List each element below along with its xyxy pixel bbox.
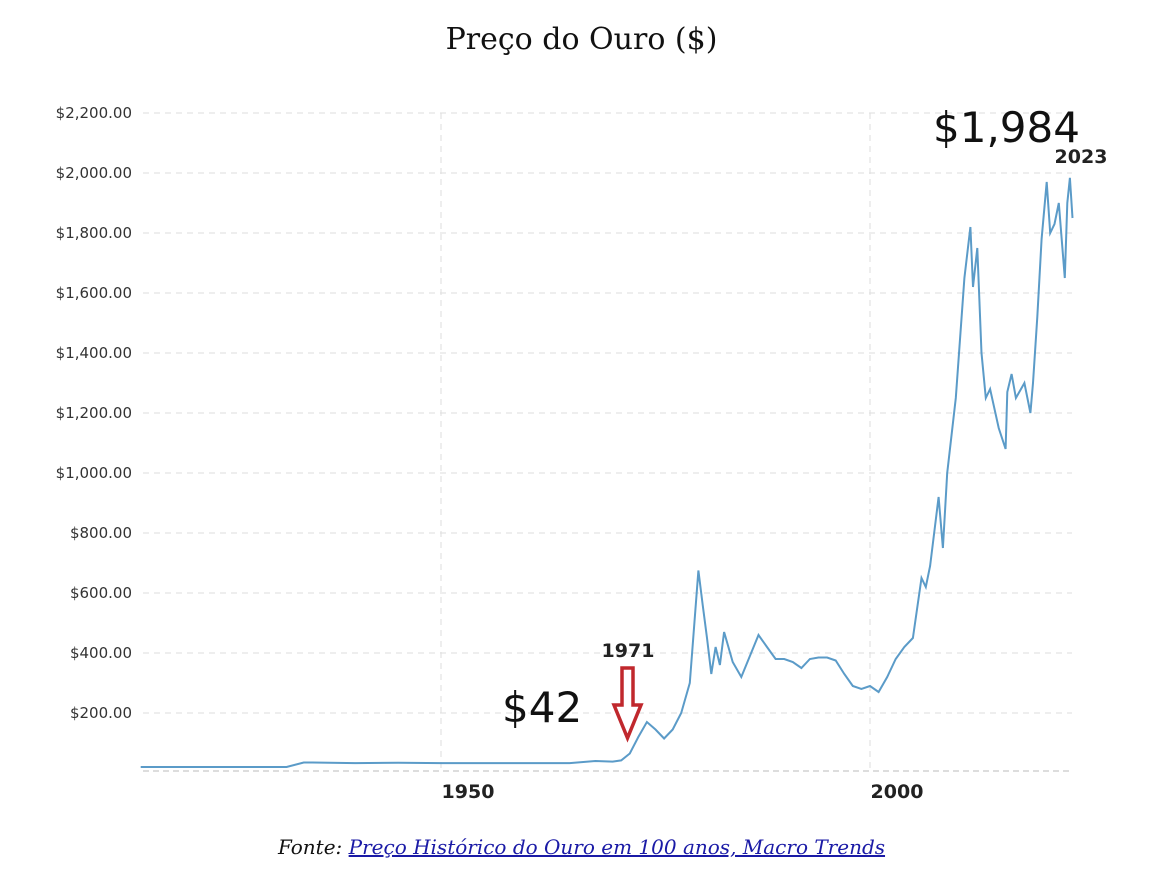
y-tick-label: $1,800.00 bbox=[56, 224, 132, 242]
y-tick-label: $400.00 bbox=[70, 644, 132, 662]
y-tick-label: $2,200.00 bbox=[56, 104, 132, 122]
source-prefix: Fonte: bbox=[277, 835, 343, 859]
y-tick-label: $2,000.00 bbox=[56, 164, 132, 182]
y-tick-label: $1,200.00 bbox=[56, 404, 132, 422]
y-tick-label: $800.00 bbox=[70, 524, 132, 542]
source-link[interactable]: Preço Histórico do Ouro em 100 anos, Mac… bbox=[348, 835, 886, 859]
y-tick-label: $200.00 bbox=[70, 704, 132, 722]
y-axis-ticks: $200.00 $400.00 $600.00 $800.00 $1,000.00 $1,… bbox=[56, 104, 132, 722]
annotation-end-value: $1,984 bbox=[933, 103, 1080, 152]
grid-layer bbox=[143, 112, 1072, 771]
y-tick-label: $1,600.00 bbox=[56, 284, 132, 302]
annotation-start-value: $42 bbox=[502, 683, 582, 732]
y-tick-label: $600.00 bbox=[70, 584, 132, 602]
source-note: Fonte: Preço Histórico do Ouro em 100 an… bbox=[0, 835, 1163, 859]
annotation-end-year: 2023 bbox=[1055, 146, 1108, 168]
y-tick-label: $1,400.00 bbox=[56, 344, 132, 362]
x-tick-label: 2000 bbox=[871, 781, 924, 803]
down-arrow-icon bbox=[611, 666, 644, 743]
gold-price-line bbox=[140, 177, 1074, 768]
y-tick-label: $1,000.00 bbox=[56, 464, 132, 482]
x-axis-ticks: 1950 2000 bbox=[442, 781, 924, 803]
chart-title: Preço do Ouro ($) bbox=[445, 22, 718, 57]
x-tick-label: 1950 bbox=[442, 781, 495, 803]
annotation-start-year: 1971 bbox=[602, 640, 655, 662]
